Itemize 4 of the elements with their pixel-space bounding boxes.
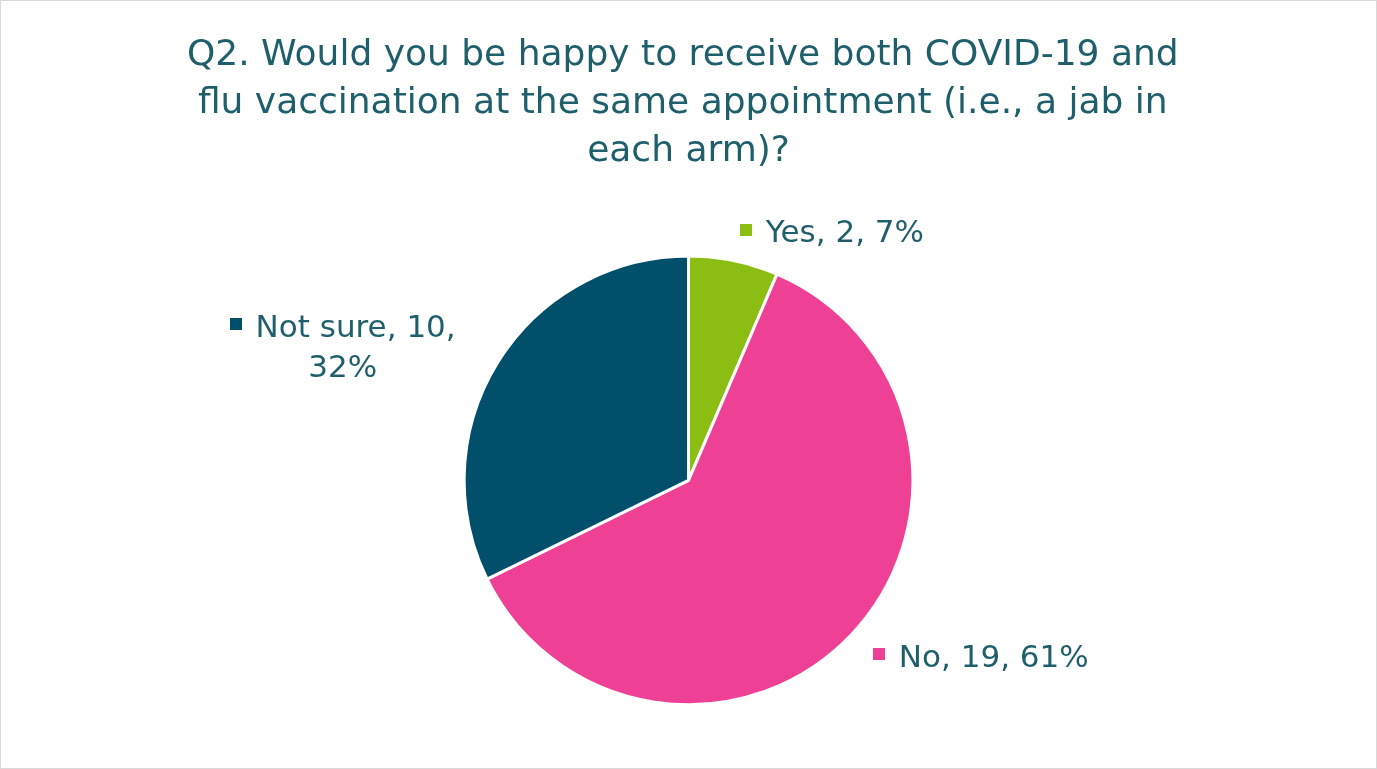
legend-label: No, 19, 61% <box>897 636 1089 676</box>
chart-title: Q2. Would you be happy to receive both COVID-19 and flu vaccination at the same appointment (i.e., a jab in each arm)? <box>186 31 1191 169</box>
legend-label: Yes, 2, 7% <box>764 212 925 252</box>
legend-label: Not sure, 10, 32% <box>254 306 457 386</box>
